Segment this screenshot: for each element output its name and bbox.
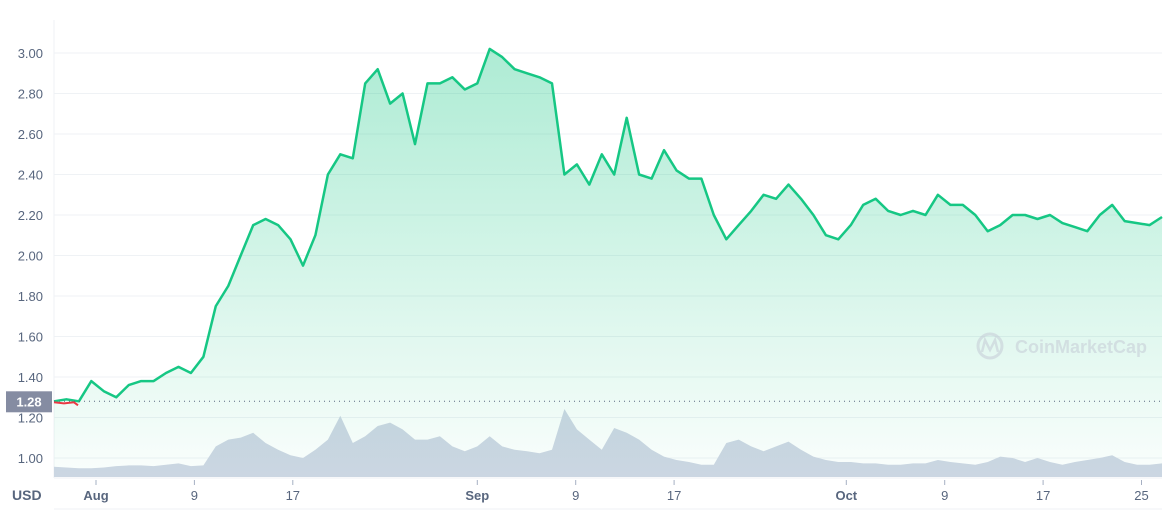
x-tick-label: Aug	[83, 488, 108, 503]
x-tick-label: Oct	[835, 488, 857, 503]
x-tick-label: 25	[1134, 488, 1148, 503]
watermark-logo: CoinMarketCap	[976, 332, 1147, 360]
price-series	[53, 47, 1163, 478]
current-price-value: 1.28	[16, 394, 41, 409]
y-axis: 1.00 1.20 1.40 1.60 1.80 2.00 2.20 2.40 2.60 2.80…	[18, 46, 43, 466]
x-tick-label: 9	[572, 488, 579, 503]
x-tick-label: 17	[1036, 488, 1050, 503]
currency-label: USD	[12, 487, 42, 503]
y-tick-label: 1.40	[18, 370, 43, 385]
x-tick-label: 17	[286, 488, 300, 503]
x-tick-label: 17	[667, 488, 681, 503]
x-tick-label: 9	[941, 488, 948, 503]
current-price-label: 1.28	[6, 391, 52, 413]
price-line-down-segment	[53, 401, 79, 407]
y-tick-label: 1.00	[18, 451, 43, 466]
watermark-text: CoinMarketCap	[1015, 337, 1147, 357]
x-tick-label: Sep	[465, 488, 489, 503]
x-tick-label: 9	[191, 488, 198, 503]
price-area-fill	[54, 48, 1162, 478]
y-tick-label: 2.20	[18, 208, 43, 223]
y-tick-label: 2.00	[18, 249, 43, 264]
y-tick-label: 1.20	[18, 411, 43, 426]
y-tick-label: 1.80	[18, 289, 43, 304]
y-tick-label: 2.40	[18, 168, 43, 183]
y-tick-label: 2.80	[18, 87, 43, 102]
x-axis: Aug 9 17 Sep 9 17 Oct 9 17 25	[83, 480, 1149, 503]
price-line	[53, 47, 1163, 403]
y-tick-label: 2.60	[18, 127, 43, 142]
y-tick-label: 3.00	[18, 46, 43, 61]
y-tick-label: 1.60	[18, 330, 43, 345]
